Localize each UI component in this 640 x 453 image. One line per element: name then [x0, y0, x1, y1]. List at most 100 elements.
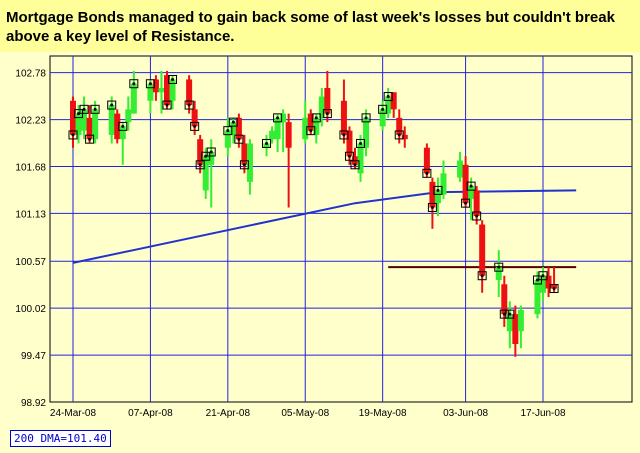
candle-body: [551, 284, 558, 289]
candle-marker: [378, 104, 388, 114]
candle-marker: [239, 160, 249, 170]
candle: [86, 105, 93, 144]
candle-body: [164, 75, 170, 106]
candle-marker-dot: [231, 120, 235, 124]
candle: [340, 79, 347, 144]
candle-body: [147, 83, 154, 101]
candle-body: [246, 143, 253, 182]
candle-marker: [427, 202, 437, 212]
candle: [545, 267, 552, 298]
candle-body: [285, 122, 292, 148]
candle-marker-dot: [265, 141, 269, 145]
candle-marker-dot: [425, 171, 429, 175]
candle-marker-dot: [93, 107, 97, 111]
candle-body: [396, 117, 403, 135]
candle-body: [119, 126, 126, 140]
candle-marker: [90, 104, 100, 114]
candle: [302, 100, 309, 144]
candle-body: [363, 117, 370, 148]
candle-marker-dot: [480, 274, 484, 278]
candle-marker-dot: [314, 116, 318, 120]
candle-marker-dot: [82, 107, 86, 111]
candle-marker-dot: [242, 163, 246, 167]
candle: [540, 267, 546, 302]
candle: [130, 70, 137, 114]
candle-marker-dot: [430, 205, 434, 209]
candle-marker: [118, 121, 128, 131]
candle-marker: [306, 126, 316, 136]
y-tick-label: 102.23: [15, 116, 46, 127]
candle-body: [357, 143, 364, 174]
candle-marker-dot: [347, 154, 351, 158]
candle: [269, 126, 276, 144]
candle-body: [506, 314, 513, 332]
candle-marker-dot: [381, 107, 385, 111]
candle-marker: [499, 309, 509, 319]
x-tick-label: 07-Apr-08: [128, 408, 173, 419]
candle-marker: [162, 100, 172, 110]
candle-body: [379, 109, 386, 127]
candle-body: [152, 79, 159, 93]
x-tick-label: 05-May-08: [281, 408, 329, 419]
candle-body: [130, 83, 137, 114]
candle-marker: [273, 113, 283, 123]
candle-marker-dot: [508, 312, 512, 316]
candle: [186, 75, 193, 114]
candle-body: [307, 113, 314, 131]
candle-marker: [433, 185, 443, 195]
candle-body: [429, 181, 436, 208]
candle-marker: [505, 309, 515, 319]
candle: [318, 87, 325, 127]
candle-marker-dot: [364, 116, 368, 120]
candle-marker: [344, 151, 354, 161]
candle-body: [434, 190, 441, 204]
candle-body: [479, 224, 486, 276]
candle-body: [191, 109, 198, 127]
y-tick-label: 99.47: [21, 351, 46, 362]
y-tick-label: 101.13: [15, 209, 46, 220]
candle-body: [468, 186, 475, 199]
x-tick-labels: 24-Mar-08 07-Apr-08 21-Apr-08 05-May-08 19-M…: [50, 408, 566, 419]
candle-marker: [394, 130, 404, 140]
candle-marker-dot: [397, 133, 401, 137]
candle-marker-dot: [464, 201, 468, 205]
candle: [434, 177, 441, 216]
dma-legend-label: 200 DMA=101.40: [10, 430, 111, 447]
candle: [119, 122, 126, 165]
candle-marker: [461, 198, 471, 208]
candle-marker-dot: [110, 103, 114, 107]
candle-marker-dot: [535, 278, 539, 282]
candle-marker: [350, 160, 360, 170]
candle-marker: [422, 168, 432, 178]
candle-marker-dot: [325, 112, 329, 116]
candle-marker-dot: [71, 133, 75, 137]
x-tick-label: 21-Apr-08: [206, 408, 251, 419]
candle-marker-dot: [502, 312, 506, 316]
candle-marker: [549, 284, 559, 294]
candle: [263, 134, 270, 157]
candle-marker-dot: [88, 137, 92, 141]
candle-marker: [494, 262, 504, 272]
candle: [506, 301, 513, 349]
candle-body: [92, 109, 99, 140]
candle-marker: [206, 147, 216, 157]
candle-body: [512, 314, 519, 344]
candle-marker: [339, 130, 349, 140]
candle-marker-dot: [475, 214, 479, 218]
candle-body: [235, 117, 242, 140]
candle-marker: [184, 100, 194, 110]
candle-marker: [223, 126, 233, 136]
candle-marker-dot: [497, 265, 501, 269]
candle-body: [318, 96, 325, 118]
candle: [274, 113, 281, 152]
candle-body: [495, 267, 502, 280]
candle: [81, 96, 88, 140]
candle-marker: [107, 100, 117, 110]
candle-body: [340, 100, 347, 135]
candle: [517, 305, 524, 349]
candle-body: [114, 113, 121, 140]
candle-marker: [538, 271, 548, 281]
candle-marker-dot: [226, 129, 230, 133]
candle-marker-dot: [386, 95, 390, 99]
candle-body: [302, 117, 309, 140]
